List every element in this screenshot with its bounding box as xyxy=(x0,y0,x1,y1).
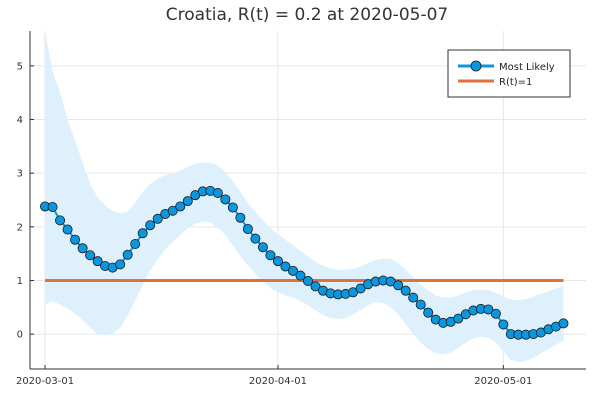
legend-label-reference: R(t)=1 xyxy=(499,77,532,88)
tick-labels: 0 1 2 3 4 5 2020-03-01 2020-04-01 2020-05-01 xyxy=(16,61,532,387)
data-point-23 xyxy=(212,188,223,199)
x-tick-label-2: 2020-05-01 xyxy=(474,376,532,387)
data-point-13 xyxy=(137,228,148,239)
data-point-50 xyxy=(415,299,426,310)
data-point-49 xyxy=(408,292,419,303)
y-tick-label-1: 1 xyxy=(17,276,23,287)
data-point-25 xyxy=(227,202,238,213)
confidence-band xyxy=(45,31,564,362)
y-tick-label-3: 3 xyxy=(17,169,23,180)
confidence-band-layer xyxy=(45,31,564,362)
data-point-42 xyxy=(355,283,366,294)
legend-marker-most-likely xyxy=(470,60,482,72)
series-layer xyxy=(40,185,569,340)
data-point-26 xyxy=(235,212,246,223)
data-point-19 xyxy=(182,196,193,207)
data-point-55 xyxy=(453,313,464,324)
data-point-69 xyxy=(558,318,569,329)
data-point-61 xyxy=(498,319,509,330)
y-tick-label-5: 5 xyxy=(17,61,23,72)
data-point-7 xyxy=(92,256,103,267)
y-tick-label-4: 4 xyxy=(17,115,23,126)
axes xyxy=(29,31,586,370)
data-point-36 xyxy=(310,281,321,292)
x-tick-label-0: 2020-03-01 xyxy=(16,376,74,387)
data-point-1 xyxy=(47,201,58,212)
data-point-59 xyxy=(483,304,494,315)
data-point-17 xyxy=(167,205,178,216)
data-point-24 xyxy=(220,194,231,205)
data-point-51 xyxy=(423,307,434,318)
data-point-48 xyxy=(400,285,411,296)
data-point-18 xyxy=(175,201,186,212)
data-point-28 xyxy=(250,233,261,244)
data-point-47 xyxy=(393,280,404,291)
data-point-6 xyxy=(85,250,96,261)
data-point-4 xyxy=(70,234,81,245)
x-tick-label-1: 2020-04-01 xyxy=(249,376,307,387)
legend: Most Likely R(t)=1 xyxy=(447,49,571,98)
data-point-11 xyxy=(122,249,133,260)
data-point-10 xyxy=(115,259,126,270)
data-point-31 xyxy=(272,256,283,267)
data-point-15 xyxy=(152,213,163,224)
data-point-12 xyxy=(130,238,141,249)
data-point-35 xyxy=(302,276,313,287)
data-point-2 xyxy=(55,215,66,226)
chart-title: Croatia, R(t) = 0.2 at 2020-05-07 xyxy=(166,5,448,25)
legend-box xyxy=(447,49,571,98)
data-point-32 xyxy=(280,261,291,272)
data-point-27 xyxy=(242,223,253,234)
data-point-14 xyxy=(145,220,156,231)
data-point-29 xyxy=(257,242,268,253)
data-point-5 xyxy=(77,243,88,254)
data-point-60 xyxy=(490,308,501,319)
data-point-33 xyxy=(287,265,298,276)
data-point-30 xyxy=(265,250,276,261)
y-tick-label-0: 0 xyxy=(17,330,23,341)
data-point-34 xyxy=(295,270,306,281)
data-point-3 xyxy=(62,224,73,235)
legend-label-most-likely: Most Likely xyxy=(499,62,555,73)
y-tick-label-2: 2 xyxy=(17,222,23,233)
